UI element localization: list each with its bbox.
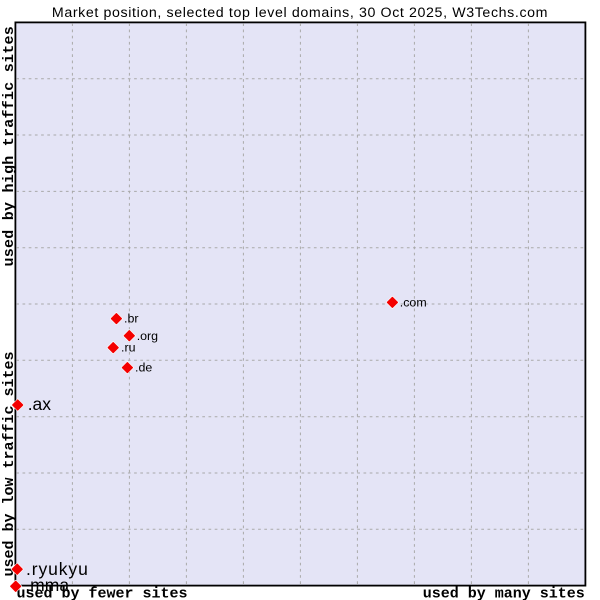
svg-text:used by many sites: used by many sites	[423, 585, 585, 600]
svg-text:.mma: .mma	[25, 575, 69, 595]
svg-text:Market position, selected top: Market position, selected top level doma…	[52, 5, 548, 21]
svg-text:.de: .de	[135, 361, 152, 375]
svg-text:used by high traffic sites: used by high traffic sites	[1, 26, 18, 267]
svg-text:used by fewer sites: used by fewer sites	[17, 585, 188, 600]
svg-text:.org: .org	[137, 329, 158, 343]
svg-text:used by low traffic sites: used by low traffic sites	[1, 351, 18, 576]
svg-text:.ru: .ru	[121, 341, 136, 355]
svg-text:.ryukyu: .ryukyu	[26, 559, 89, 579]
svg-text:.br: .br	[124, 312, 138, 326]
svg-text:.com: .com	[400, 296, 427, 310]
svg-text:.ax: .ax	[28, 394, 52, 414]
